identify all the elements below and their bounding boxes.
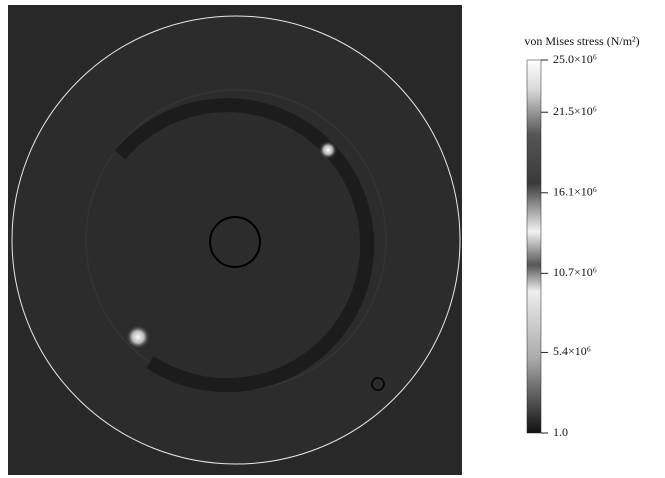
colorbar-ticks: 1.0 5.4×10⁶ 10.7×10⁶ 16.1×10⁶ 21.5×10⁶ 25.0×1… xyxy=(541,52,597,439)
colorbar-tick-label: 21.5×10⁶ xyxy=(553,104,597,118)
stress-field xyxy=(8,5,462,475)
colorbar-tick-label: 10.7×10⁶ xyxy=(553,265,597,279)
hot-spot xyxy=(319,141,337,159)
colorbar-tick-label: 1.0 xyxy=(553,425,568,439)
colorbar-title: von Mises stress (N/m²) xyxy=(524,34,639,48)
outer-boundary xyxy=(12,16,460,464)
colorbar-tick-label: 5.4×10⁶ xyxy=(553,344,591,358)
colorbar-tick-label: 25.0×10⁶ xyxy=(553,52,597,66)
page: von Mises stress (N/m²) 1.0 5.4×10⁶ 10.7×1… xyxy=(0,0,665,478)
hot-spot xyxy=(126,325,150,349)
figure: von Mises stress (N/m²) 1.0 5.4×10⁶ 10.7×1… xyxy=(0,0,665,478)
colorbar-tick-label: 16.1×10⁶ xyxy=(553,185,597,199)
colorbar xyxy=(527,60,541,433)
